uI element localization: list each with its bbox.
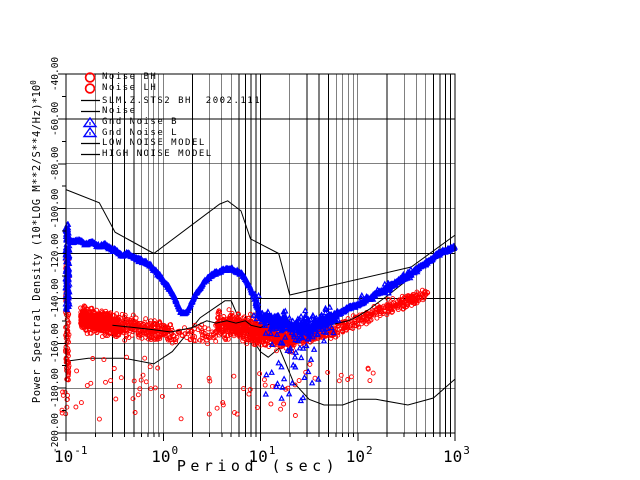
- legend-item-label: Gnd Noise L: [102, 127, 179, 138]
- legend-marker-circle: [84, 82, 96, 94]
- legend-marker-triangle: [82, 116, 98, 127]
- legend: Noise BH Noise LH SLM.Z.STS2 BH 2002.111 No…: [80, 72, 261, 160]
- high-noise-model-line: [65, 189, 456, 296]
- legend-marker-line: [81, 110, 100, 113]
- low-noise-model-line: [65, 300, 456, 406]
- y-tick-label: -80.00: [50, 146, 61, 181]
- x-tick-label: 100: [151, 444, 178, 466]
- y-tick-label: -140.00: [50, 278, 61, 318]
- x-tick-label: 103: [443, 444, 470, 466]
- y-tick-label: -180.00: [50, 368, 61, 408]
- x-tick-label: 102: [346, 444, 373, 466]
- legend-item: Noise LH: [80, 82, 261, 94]
- legend-marker-line: [81, 153, 100, 155]
- legend-item-label: LOW NOISE MODEL: [102, 138, 206, 149]
- legend-item-label: Gnd Noise B: [102, 117, 179, 128]
- axis-ticks: [58, 73, 456, 441]
- legend-item-label: HIGH NOISE MODEL: [102, 149, 213, 160]
- legend-item: Noise: [80, 106, 261, 117]
- y-tick-label: -40.00: [50, 57, 61, 92]
- y-tick-label: -60.00: [50, 101, 61, 136]
- legend-item-label: Noise BH: [102, 72, 158, 83]
- legend-marker-line: [81, 100, 100, 102]
- legend-item: LOW NOISE MODEL: [80, 138, 261, 149]
- y-tick-label: -200.00: [50, 413, 61, 453]
- legend-item: Gnd Noise L: [80, 127, 261, 138]
- legend-item-label: Noise: [102, 106, 137, 117]
- legend-item-label: Noise LH: [102, 83, 158, 94]
- legend-item: Noise BH: [80, 72, 261, 83]
- x-tick-label: 10-1: [54, 444, 88, 466]
- y-tick-label: -120.00: [50, 233, 61, 273]
- y-tick-label: -160.00: [50, 323, 61, 363]
- x-axis-title: Period (sec): [177, 457, 339, 475]
- legend-marker-line: [81, 142, 100, 145]
- legend-item: Gnd Noise B: [80, 116, 261, 128]
- legend-item: SLM.Z.STS2 BH 2002.111: [80, 95, 261, 106]
- legend-item: HIGH NOISE MODEL: [80, 149, 261, 160]
- x-tick-label: 101: [249, 444, 276, 466]
- y-axis-scale-note: *100: [29, 80, 43, 104]
- y-axis-title: Power Spectral Density (10*LOG M**2/S**4…: [31, 103, 43, 403]
- legend-marker-circle: [84, 72, 96, 83]
- legend-marker-triangle: [82, 127, 98, 138]
- y-tick-label: -100.00: [50, 188, 61, 228]
- legend-item-label: SLM.Z.STS2 BH 2002.111: [102, 95, 262, 106]
